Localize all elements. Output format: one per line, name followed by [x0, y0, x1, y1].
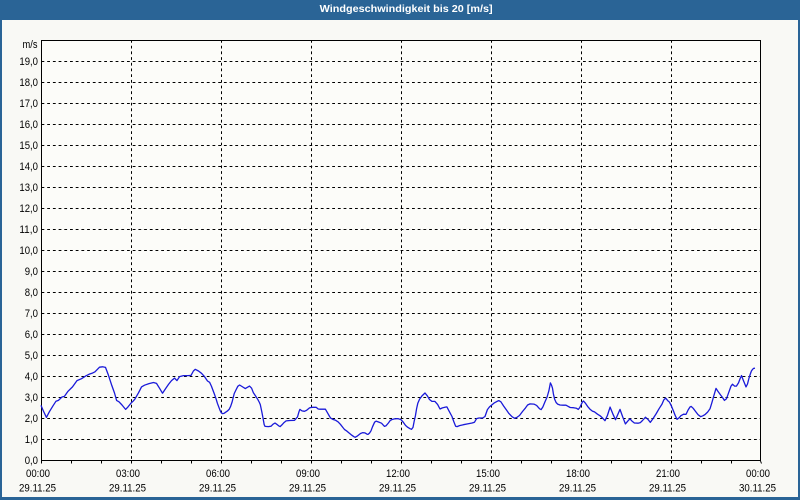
svg-text:13,0: 13,0	[19, 182, 38, 194]
svg-text:18,0: 18,0	[19, 77, 38, 89]
svg-text:29.11.25: 29.11.25	[469, 483, 506, 495]
svg-text:03:00: 03:00	[116, 468, 140, 480]
svg-text:14,0: 14,0	[19, 161, 38, 173]
svg-text:19,0: 19,0	[19, 56, 38, 68]
svg-text:2,0: 2,0	[25, 413, 38, 425]
svg-text:12,0: 12,0	[19, 203, 38, 215]
svg-text:18:00: 18:00	[566, 468, 590, 480]
svg-text:30.11.25: 30.11.25	[739, 483, 776, 495]
svg-text:1,0: 1,0	[25, 434, 38, 446]
svg-text:17,0: 17,0	[19, 98, 38, 110]
svg-text:16,0: 16,0	[19, 119, 38, 131]
svg-text:3,0: 3,0	[25, 392, 38, 404]
svg-text:29.11.25: 29.11.25	[379, 483, 416, 495]
svg-text:4,0: 4,0	[25, 371, 38, 383]
svg-text:29.11.25: 29.11.25	[289, 483, 326, 495]
svg-text:0,0: 0,0	[25, 455, 38, 467]
svg-text:12:00: 12:00	[386, 468, 410, 480]
svg-text:15,0: 15,0	[19, 140, 38, 152]
svg-text:11,0: 11,0	[19, 224, 38, 236]
svg-text:5,0: 5,0	[25, 350, 38, 362]
svg-text:6,0: 6,0	[25, 329, 38, 341]
svg-text:00:00: 00:00	[746, 468, 770, 480]
svg-text:8,0: 8,0	[25, 287, 38, 299]
svg-text:29.11.25: 29.11.25	[199, 483, 236, 495]
svg-text:m/s: m/s	[23, 39, 38, 51]
svg-text:7,0: 7,0	[25, 308, 38, 320]
svg-text:21:00: 21:00	[656, 468, 680, 480]
svg-text:29.11.25: 29.11.25	[109, 483, 146, 495]
svg-text:29.11.25: 29.11.25	[19, 483, 56, 495]
svg-text:29.11.25: 29.11.25	[559, 483, 596, 495]
svg-text:10,0: 10,0	[19, 245, 38, 257]
svg-text:29.11.25: 29.11.25	[649, 483, 686, 495]
svg-text:06:00: 06:00	[206, 468, 230, 480]
svg-text:15:00: 15:00	[476, 468, 500, 480]
svg-text:9,0: 9,0	[25, 266, 38, 278]
svg-text:00:00: 00:00	[26, 468, 50, 480]
svg-text:09:00: 09:00	[296, 468, 320, 480]
